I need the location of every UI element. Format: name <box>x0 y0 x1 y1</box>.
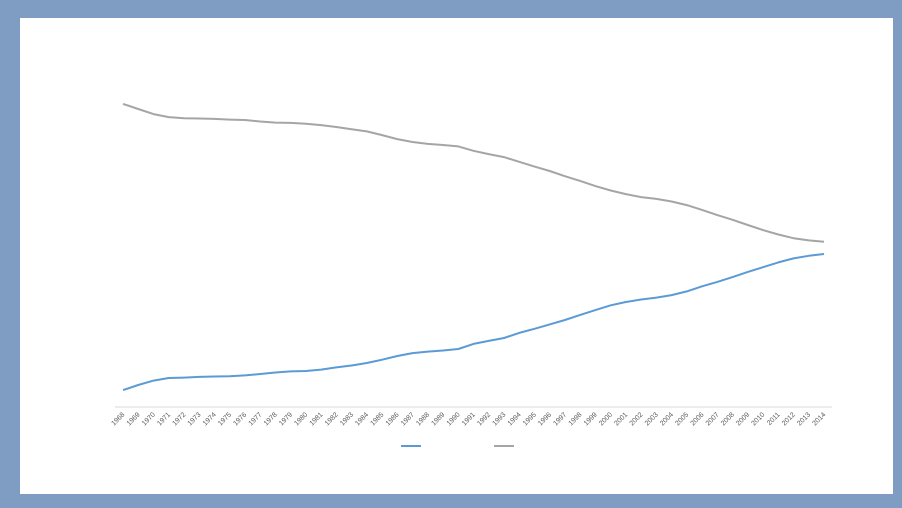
x-tick-label: 1998 <box>568 411 584 427</box>
x-tick-label: 1973 <box>187 411 203 427</box>
x-tick-label: 1979 <box>278 411 294 427</box>
x-tick-label: 2005 <box>674 411 690 427</box>
x-tick-label: 1986 <box>385 411 401 427</box>
x-tick-label: 1999 <box>583 411 599 427</box>
x-tick-label: 1972 <box>171 411 187 427</box>
x-tick-label: 1983 <box>339 411 355 427</box>
x-tick-label: 1977 <box>248 411 264 427</box>
x-tick-label: 1968 <box>110 411 126 427</box>
series-line <box>122 102 825 243</box>
x-tick-label: 2013 <box>796 411 812 427</box>
x-tick-label: 1969 <box>126 411 142 427</box>
x-tick-label: 1997 <box>552 411 568 427</box>
x-tick-label: 2003 <box>644 411 660 427</box>
x-tick-label: 1991 <box>461 411 477 427</box>
x-tick-label: 2007 <box>705 411 721 427</box>
x-tick-label: 1980 <box>293 411 309 427</box>
x-tick-label: 1974 <box>202 411 218 427</box>
x-tick-label: 1981 <box>309 411 325 427</box>
x-tick-label: 2012 <box>781 411 797 427</box>
x-tick-label: 2008 <box>720 411 736 427</box>
x-tick-label: 1990 <box>446 411 462 427</box>
x-tick-label: 1984 <box>354 411 370 427</box>
x-tick-label: 1970 <box>141 411 157 427</box>
slide <box>20 18 893 494</box>
x-tick-label: 2006 <box>690 411 706 427</box>
x-tick-label: 1989 <box>430 411 446 427</box>
x-tick-label: 2004 <box>659 411 675 427</box>
x-tick-label: 1993 <box>491 411 507 427</box>
x-tick-label: 1996 <box>537 411 553 427</box>
x-tick-label: 1985 <box>370 411 386 427</box>
x-tick-label: 1975 <box>217 411 233 427</box>
x-tick-label: 1995 <box>522 411 538 427</box>
x-tick-label: 2001 <box>613 411 629 427</box>
x-tick-label: 1992 <box>476 411 492 427</box>
x-tick-label: 1987 <box>400 411 416 427</box>
x-tick-label: 1982 <box>324 411 340 427</box>
x-tick-label: 2014 <box>811 411 827 427</box>
x-tick-label: 1978 <box>263 411 279 427</box>
x-tick-label: 1994 <box>507 411 523 427</box>
x-tick-label: 2009 <box>735 411 751 427</box>
x-tick-label: 2002 <box>629 411 645 427</box>
x-tick-label: 1976 <box>232 411 248 427</box>
x-tick-label: 2011 <box>766 411 782 427</box>
x-tick-label: 2010 <box>750 411 766 427</box>
series-line <box>122 253 825 392</box>
x-tick-label: 2000 <box>598 411 614 427</box>
x-tick-label: 1988 <box>415 411 431 427</box>
x-tick-label: 1971 <box>156 411 172 427</box>
